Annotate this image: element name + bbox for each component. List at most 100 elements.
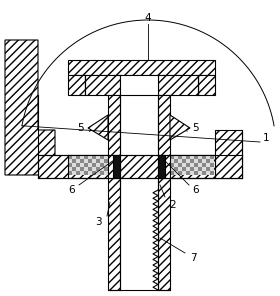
Bar: [120, 75, 158, 95]
Polygon shape: [5, 40, 55, 175]
Bar: [72, 167, 76, 171]
Bar: [76, 155, 80, 159]
Bar: [198, 163, 202, 167]
Bar: [170, 159, 174, 163]
Bar: [96, 171, 100, 175]
Bar: [178, 167, 182, 171]
Bar: [194, 155, 198, 159]
Bar: [88, 159, 92, 163]
Bar: [178, 159, 182, 163]
Bar: [68, 163, 72, 167]
Text: 5: 5: [77, 123, 83, 133]
Text: 6: 6: [193, 185, 199, 195]
Bar: [84, 155, 88, 159]
Bar: [190, 163, 194, 167]
Bar: [104, 159, 108, 163]
Bar: [206, 155, 210, 159]
Bar: [194, 171, 198, 175]
Bar: [72, 163, 76, 167]
Text: 5: 5: [193, 123, 199, 133]
Bar: [92, 171, 96, 175]
Bar: [194, 159, 198, 163]
Bar: [182, 167, 186, 171]
Text: 7: 7: [190, 253, 196, 263]
Bar: [174, 171, 178, 175]
Bar: [88, 163, 92, 167]
Bar: [92, 163, 96, 167]
Bar: [84, 163, 88, 167]
Bar: [182, 171, 186, 175]
Bar: [80, 171, 84, 175]
Bar: [158, 95, 170, 290]
Bar: [38, 95, 108, 155]
Bar: [210, 163, 214, 167]
Bar: [190, 171, 194, 175]
Bar: [84, 171, 88, 175]
Bar: [202, 159, 206, 163]
Bar: [104, 155, 108, 159]
Bar: [68, 159, 72, 163]
Bar: [202, 155, 206, 159]
Text: 3: 3: [95, 217, 101, 227]
Bar: [174, 163, 178, 167]
Bar: [158, 75, 198, 95]
Bar: [68, 60, 215, 75]
Bar: [96, 163, 100, 167]
Polygon shape: [88, 115, 108, 140]
Text: 2: 2: [170, 200, 176, 210]
Text: 6: 6: [69, 185, 75, 195]
Bar: [198, 159, 202, 163]
Bar: [210, 155, 214, 159]
Bar: [170, 155, 174, 159]
Bar: [210, 167, 214, 171]
Bar: [68, 155, 72, 159]
Bar: [96, 167, 100, 171]
Bar: [174, 167, 178, 171]
Bar: [104, 167, 108, 171]
Bar: [190, 159, 194, 163]
Bar: [182, 155, 186, 159]
Bar: [96, 159, 100, 163]
Bar: [194, 163, 198, 167]
Text: 1: 1: [263, 133, 270, 143]
Bar: [100, 171, 104, 175]
Bar: [84, 159, 88, 163]
Bar: [104, 171, 108, 175]
Bar: [170, 95, 242, 155]
Bar: [174, 159, 178, 163]
Bar: [100, 155, 104, 159]
Bar: [104, 163, 108, 167]
Bar: [84, 167, 88, 171]
Bar: [198, 155, 202, 159]
Bar: [206, 159, 210, 163]
Bar: [68, 75, 85, 95]
Bar: [76, 167, 80, 171]
Bar: [186, 163, 190, 167]
Bar: [100, 159, 104, 163]
Bar: [80, 167, 84, 171]
Bar: [186, 155, 190, 159]
Bar: [38, 155, 242, 178]
Bar: [88, 167, 92, 171]
Bar: [68, 167, 72, 171]
Bar: [76, 159, 80, 163]
Bar: [210, 159, 214, 163]
Bar: [170, 171, 174, 175]
Bar: [100, 163, 104, 167]
Bar: [120, 95, 158, 290]
Bar: [190, 167, 194, 171]
Bar: [76, 163, 80, 167]
Bar: [194, 167, 198, 171]
Bar: [96, 155, 100, 159]
Bar: [206, 167, 210, 171]
Bar: [202, 171, 206, 175]
Bar: [198, 75, 215, 95]
Bar: [186, 167, 190, 171]
Bar: [108, 95, 120, 290]
Bar: [100, 167, 104, 171]
Bar: [76, 171, 80, 175]
Bar: [72, 155, 76, 159]
Bar: [206, 163, 210, 167]
Bar: [186, 171, 190, 175]
Bar: [178, 163, 182, 167]
